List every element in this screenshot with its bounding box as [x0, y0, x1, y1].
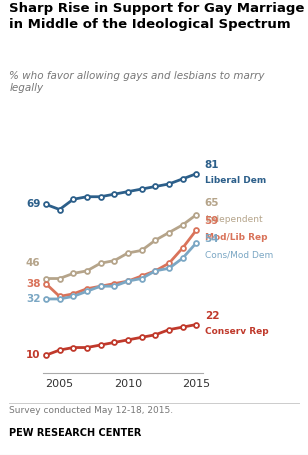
Text: 54: 54	[205, 234, 219, 244]
Text: 10: 10	[26, 350, 40, 360]
Text: 46: 46	[26, 258, 40, 268]
Text: Sharp Rise in Support for Gay Marriage
in Middle of the Ideological Spectrum: Sharp Rise in Support for Gay Marriage i…	[9, 2, 305, 31]
Text: Mod/Lib Rep: Mod/Lib Rep	[205, 233, 267, 242]
Text: % who favor allowing gays and lesbians to marry
legally: % who favor allowing gays and lesbians t…	[9, 71, 265, 93]
Text: 81: 81	[205, 160, 219, 170]
Text: 32: 32	[26, 294, 40, 304]
Text: PEW RESEARCH CENTER: PEW RESEARCH CENTER	[9, 428, 142, 438]
Text: 69: 69	[26, 199, 40, 209]
Text: 38: 38	[26, 278, 40, 288]
Text: Independent: Independent	[205, 215, 262, 223]
Text: Conserv Rep: Conserv Rep	[205, 327, 268, 336]
Text: 65: 65	[205, 198, 219, 208]
Text: Liberal Dem: Liberal Dem	[205, 176, 266, 185]
Text: 59: 59	[205, 216, 219, 226]
Text: Cons/Mod Dem: Cons/Mod Dem	[205, 250, 273, 259]
Text: Survey conducted May 12-18, 2015.: Survey conducted May 12-18, 2015.	[9, 406, 173, 415]
Text: 22: 22	[205, 311, 219, 321]
